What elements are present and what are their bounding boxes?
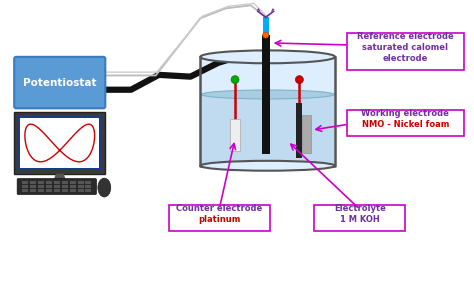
Bar [201, 95, 334, 165]
Bar [262, 35, 270, 154]
Text: 1 M KOH: 1 M KOH [340, 215, 380, 224]
Text: Working electrode: Working electrode [361, 109, 449, 118]
Bar [347, 33, 464, 70]
Bar [62, 181, 68, 183]
Bar [54, 185, 60, 187]
Bar [70, 185, 75, 187]
Text: saturated calomel: saturated calomel [362, 43, 448, 52]
Bar [46, 185, 52, 187]
Bar [38, 185, 44, 187]
Bar [30, 185, 36, 187]
Bar [18, 116, 101, 170]
Bar [296, 103, 302, 158]
Bar [347, 110, 464, 136]
Bar [54, 189, 60, 191]
Circle shape [231, 76, 239, 83]
Text: Potentiostat: Potentiostat [23, 78, 97, 87]
Bar [263, 17, 269, 35]
Circle shape [295, 76, 303, 83]
Ellipse shape [201, 90, 334, 99]
Bar [20, 118, 100, 168]
Bar [201, 57, 335, 166]
Bar [85, 189, 91, 191]
Bar [85, 181, 91, 183]
Polygon shape [257, 8, 261, 12]
Bar [22, 185, 28, 187]
Bar [30, 181, 36, 183]
Bar [70, 181, 75, 183]
FancyBboxPatch shape [14, 57, 105, 108]
Text: Counter electrode: Counter electrode [176, 204, 262, 213]
Bar [46, 181, 73, 187]
Text: electrode: electrode [383, 54, 428, 63]
Polygon shape [271, 8, 274, 12]
Bar [38, 189, 44, 191]
Bar [302, 115, 311, 153]
Bar [78, 181, 83, 183]
Bar [46, 181, 52, 183]
Bar [54, 181, 60, 183]
Bar [314, 205, 405, 231]
Text: Electrolyte: Electrolyte [334, 204, 386, 213]
Bar [14, 112, 105, 174]
Bar [22, 189, 28, 191]
Polygon shape [53, 174, 67, 183]
Bar [22, 181, 28, 183]
Text: Reference electrode: Reference electrode [357, 32, 454, 41]
Ellipse shape [201, 161, 335, 171]
Bar [85, 185, 91, 187]
FancyBboxPatch shape [17, 179, 96, 195]
Bar [230, 119, 240, 151]
Bar [70, 189, 75, 191]
Text: NMO - Nickel foam: NMO - Nickel foam [362, 120, 449, 129]
Bar [38, 181, 44, 183]
Ellipse shape [201, 50, 335, 63]
Bar [78, 189, 83, 191]
Text: platinum: platinum [198, 215, 240, 224]
Bar [46, 189, 52, 191]
Bar [78, 185, 83, 187]
Ellipse shape [98, 178, 111, 197]
Bar [62, 185, 68, 187]
Bar [30, 189, 36, 191]
Bar [169, 205, 270, 231]
Circle shape [263, 32, 269, 38]
Bar [62, 189, 68, 191]
